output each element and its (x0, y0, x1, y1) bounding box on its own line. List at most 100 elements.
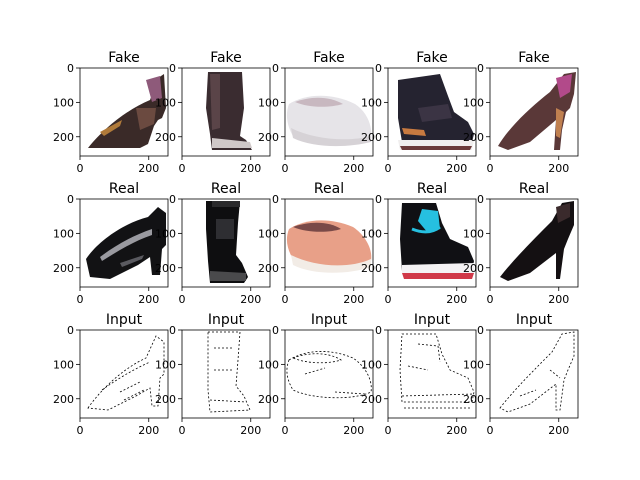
subplot-title: Real (109, 181, 139, 197)
subplot-panel: Real 0 100 200 0 200 (361, 181, 477, 306)
y-tick-label: 200 (155, 131, 176, 144)
x-tick-label: 0 (385, 424, 392, 437)
y-tick-label: 100 (53, 358, 74, 371)
y-tick-label: 200 (463, 262, 484, 275)
y-tick-label: 100 (258, 96, 279, 109)
y-tick-label: 100 (361, 358, 382, 371)
subplot-panel: Fake 0 100 200 0 200 (155, 50, 271, 175)
x-tick-label: 0 (77, 424, 84, 437)
x-tick-label: 0 (179, 293, 186, 306)
subplot-panel: Real 0 100 200 0 200 (53, 181, 169, 306)
x-tick-label: 200 (240, 162, 261, 175)
y-tick-label: 0 (477, 193, 484, 206)
axes-frame (181, 198, 271, 288)
subplot-title: Real (211, 181, 241, 197)
shoe-image (206, 201, 248, 283)
x-tick-label: 200 (240, 293, 261, 306)
subplot-title: Real (417, 181, 447, 197)
axes-frame (284, 198, 374, 288)
axes-frame (489, 329, 579, 419)
subplot-panel: Input 0 100 200 0 200 (53, 312, 169, 437)
subplot-title: Fake (416, 50, 448, 66)
y-tick-label: 100 (53, 96, 74, 109)
axes-frame (181, 329, 271, 419)
shoe-image (206, 72, 252, 150)
x-tick-label: 0 (77, 162, 84, 175)
y-tick-label: 200 (258, 393, 279, 406)
x-tick-label: 0 (179, 424, 186, 437)
y-tick-label: 200 (361, 131, 382, 144)
axes-frame (387, 67, 477, 157)
subplot-panel: Fake 0 100 200 0 200 (53, 50, 169, 175)
x-tick-label: 0 (385, 162, 392, 175)
subplot-title: Input (516, 312, 553, 328)
y-tick-label: 0 (272, 324, 279, 337)
axes-frame (489, 198, 579, 288)
shoe-image (286, 351, 372, 399)
axes-frame (284, 329, 374, 419)
subplot-title: Fake (210, 50, 242, 66)
x-tick-label: 200 (548, 293, 569, 306)
x-tick-label: 200 (138, 293, 159, 306)
subplot-title: Input (414, 312, 451, 328)
axes-frame (387, 198, 477, 288)
subplot-title: Input (311, 312, 348, 328)
x-tick-label: 0 (487, 293, 494, 306)
x-tick-label: 200 (548, 424, 569, 437)
y-tick-label: 200 (155, 393, 176, 406)
x-tick-label: 200 (240, 424, 261, 437)
x-tick-label: 0 (487, 424, 494, 437)
shoe-image (499, 331, 575, 413)
subplot-panel: Real 0 100 200 0 200 (258, 181, 374, 306)
subplot-panel: Input 0 100 200 0 200 (258, 312, 374, 437)
x-tick-label: 200 (343, 424, 364, 437)
x-tick-label: 200 (446, 293, 467, 306)
x-tick-label: 0 (77, 293, 84, 306)
x-tick-label: 0 (282, 162, 289, 175)
panel-grid: Fake 0 100 200 0 200 Fake 0 100 200 0 200 Fake 0 100 20… (53, 50, 579, 437)
subplot-title: Fake (108, 50, 140, 66)
subplot-panel: Real 0 100 200 0 200 (155, 181, 271, 306)
y-tick-label: 0 (169, 193, 176, 206)
x-tick-label: 200 (548, 162, 569, 175)
y-tick-label: 0 (67, 62, 74, 75)
axes-frame (489, 67, 579, 157)
subplot-panel: Fake 0 100 200 0 200 (463, 50, 579, 175)
axes-frame (79, 198, 169, 288)
axes-frame (181, 67, 271, 157)
y-tick-label: 200 (463, 393, 484, 406)
y-tick-label: 0 (272, 62, 279, 75)
y-tick-label: 100 (258, 358, 279, 371)
shoe-image (87, 335, 165, 411)
y-tick-label: 200 (53, 262, 74, 275)
subplot-panel: Fake 0 100 200 0 200 (258, 50, 374, 175)
shoe-image (500, 201, 574, 281)
y-tick-label: 0 (375, 62, 382, 75)
x-tick-label: 0 (385, 293, 392, 306)
x-tick-label: 0 (179, 162, 186, 175)
y-tick-label: 0 (67, 324, 74, 337)
x-tick-label: 200 (138, 424, 159, 437)
subplot-title: Real (314, 181, 344, 197)
shoe-image (286, 95, 372, 147)
x-tick-label: 200 (343, 162, 364, 175)
y-tick-label: 100 (463, 96, 484, 109)
subplot-panel: Input 0 100 200 0 200 (463, 312, 579, 437)
y-tick-label: 100 (53, 227, 74, 240)
subplot-panel: Real 0 100 200 0 200 (463, 181, 579, 306)
x-tick-label: 200 (446, 424, 467, 437)
x-tick-label: 0 (487, 162, 494, 175)
x-tick-label: 200 (446, 162, 467, 175)
axes-frame (387, 329, 477, 419)
shoe-image (207, 331, 251, 413)
y-tick-label: 100 (361, 227, 382, 240)
subplot-panel: Input 0 100 200 0 200 (155, 312, 271, 437)
y-tick-label: 100 (258, 227, 279, 240)
x-tick-label: 200 (138, 162, 159, 175)
y-tick-label: 100 (155, 96, 176, 109)
shoe-image (86, 207, 166, 279)
y-tick-label: 100 (155, 227, 176, 240)
x-tick-label: 0 (282, 293, 289, 306)
y-tick-label: 0 (375, 324, 382, 337)
y-tick-label: 0 (169, 324, 176, 337)
